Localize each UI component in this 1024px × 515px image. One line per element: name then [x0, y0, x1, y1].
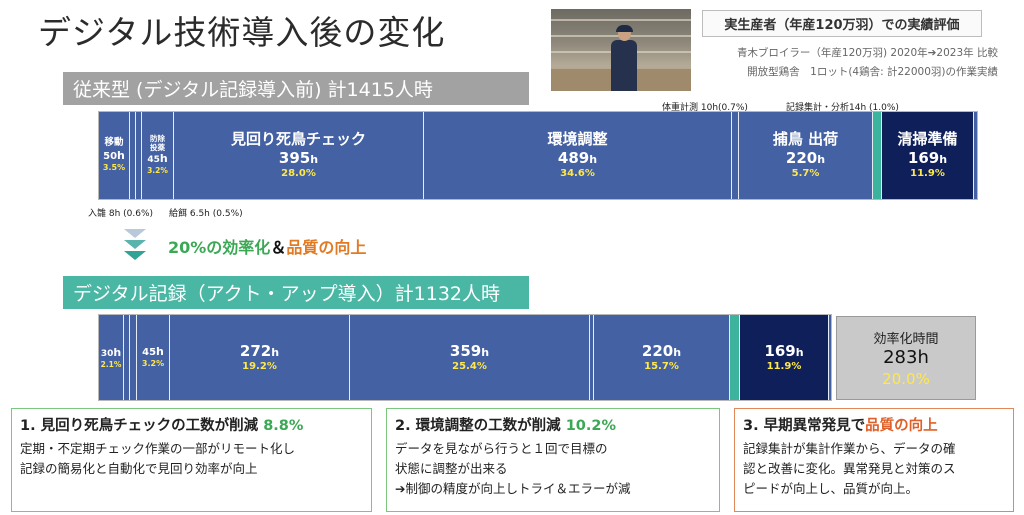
old-seg-patrol: 見回り死鳥チェック 395h 28.0%: [173, 112, 423, 199]
ampersand: ＆: [270, 238, 287, 257]
new-seg-environment: 359h 25.4%: [349, 315, 589, 400]
old-seg-move: 移動 50h 3.5%: [99, 112, 129, 199]
note-records: 記録集計・分析14h (1.0%): [786, 103, 899, 113]
efficiency-label: 効率化時間: [873, 332, 939, 348]
efficiency-time-box: 効率化時間 283h 20.0%: [836, 316, 976, 400]
new-seg-shipping: 220h 15.7%: [593, 315, 729, 400]
old-seg-records: [872, 112, 881, 199]
new-seg-medication: 45h 3.2%: [136, 315, 169, 400]
improvement-summary: 20%の効率化＆品質の向上: [168, 234, 366, 258]
result-card-environment: 2. 環境調整の工数が削減 10.2% データを見ながら行うと１回で目標の 状態…: [386, 408, 720, 512]
old-seg-cleaning: 清掃準備 169h 11.9%: [881, 112, 973, 199]
old-method-banner: 従来型 (デジタル記録導入前) 計1415人時: [63, 72, 529, 105]
new-seg-feeding: [129, 315, 136, 400]
old-seg-feeding: [135, 112, 141, 199]
efficiency-pct: 20.0%: [882, 369, 930, 388]
old-seg-environment: 環境調整 489h 34.6%: [423, 112, 731, 199]
down-arrow-icon: [124, 229, 146, 238]
down-arrow-icon: [124, 240, 146, 249]
new-seg-end: [828, 315, 831, 400]
farmer-figure: [611, 25, 637, 91]
note-feeding: 給餌 6.5h (0.5%): [169, 209, 243, 219]
card-body: データを見ながら行うと１回で目標の 状態に調整が出来る ➔制御の精度が向上しトラ…: [395, 441, 631, 496]
card-body: 定期・不定期チェック作業の一部がリモート化し 記録の簡易化と自動化で見回り効率が…: [20, 441, 296, 476]
note-chick-in: 入雛 8h (0.6%): [88, 209, 154, 219]
new-seg-cleaning: 169h 11.9%: [739, 315, 828, 400]
new-seg-records: [729, 315, 739, 400]
evaluation-subtitle-2: 開放型鶏舎 1ロット(4鶏舎: 計22000羽)の作業実績: [747, 66, 998, 78]
old-seg-medication: 防除投薬 45h 3.2%: [141, 112, 173, 199]
old-seg-weight: [731, 112, 738, 199]
quality-text: 品質の向上: [286, 238, 367, 257]
new-method-banner: デジタル記録（アクト・アップ導入）計1132人時: [63, 276, 529, 309]
card-body: 記録集計が集計作業から、データの確 認と改善に変化。異常発見と対策のス ピードが…: [743, 441, 956, 496]
new-seg-weight: [589, 315, 593, 400]
new-work-bar: 30h 2.1% 45h 3.2% 272h 19.2% 359h 25.4% …: [98, 314, 832, 401]
note-weight: 体重計測 10h(0.7%): [662, 103, 748, 113]
old-seg-chick-in: [129, 112, 135, 199]
new-seg-patrol: 272h 19.2%: [169, 315, 349, 400]
card-title: 2. 環境調整の工数が削減 10.2%: [395, 418, 617, 434]
old-seg-end: [973, 112, 977, 199]
down-arrow-icon: [124, 251, 146, 260]
evaluation-subtitle-1: 青木ブロイラー（年産120万羽) 2020年➔2023年 比較: [736, 47, 998, 59]
new-seg-chick-in: [123, 315, 129, 400]
efficiency-hours: 283h: [883, 347, 929, 369]
card-title: 1. 見回り死鳥チェックの工数が削減 8.8%: [20, 418, 304, 434]
farmer-photo: [551, 9, 691, 91]
result-card-quality: 3. 早期異常発見で品質の向上 記録集計が集計作業から、データの確 認と改善に変…: [734, 408, 1014, 512]
result-card-patrol: 1. 見回り死鳥チェックの工数が削減 8.8% 定期・不定期チェック作業の一部が…: [11, 408, 372, 512]
old-work-bar: 移動 50h 3.5% 防除投薬 45h 3.2% 見回り死鳥チェック 395h…: [98, 111, 978, 200]
card-title: 3. 早期異常発見で品質の向上: [743, 418, 938, 434]
efficiency-text: 20%の効率化: [168, 238, 271, 257]
new-seg-move: 30h 2.1%: [99, 315, 123, 400]
page-title: デジタル技術導入後の変化: [38, 13, 446, 52]
old-seg-shipping: 捕鳥 出荷 220h 5.7%: [738, 112, 872, 199]
evaluation-heading: 実生産者（年産120万羽）での実績評価: [702, 10, 982, 37]
